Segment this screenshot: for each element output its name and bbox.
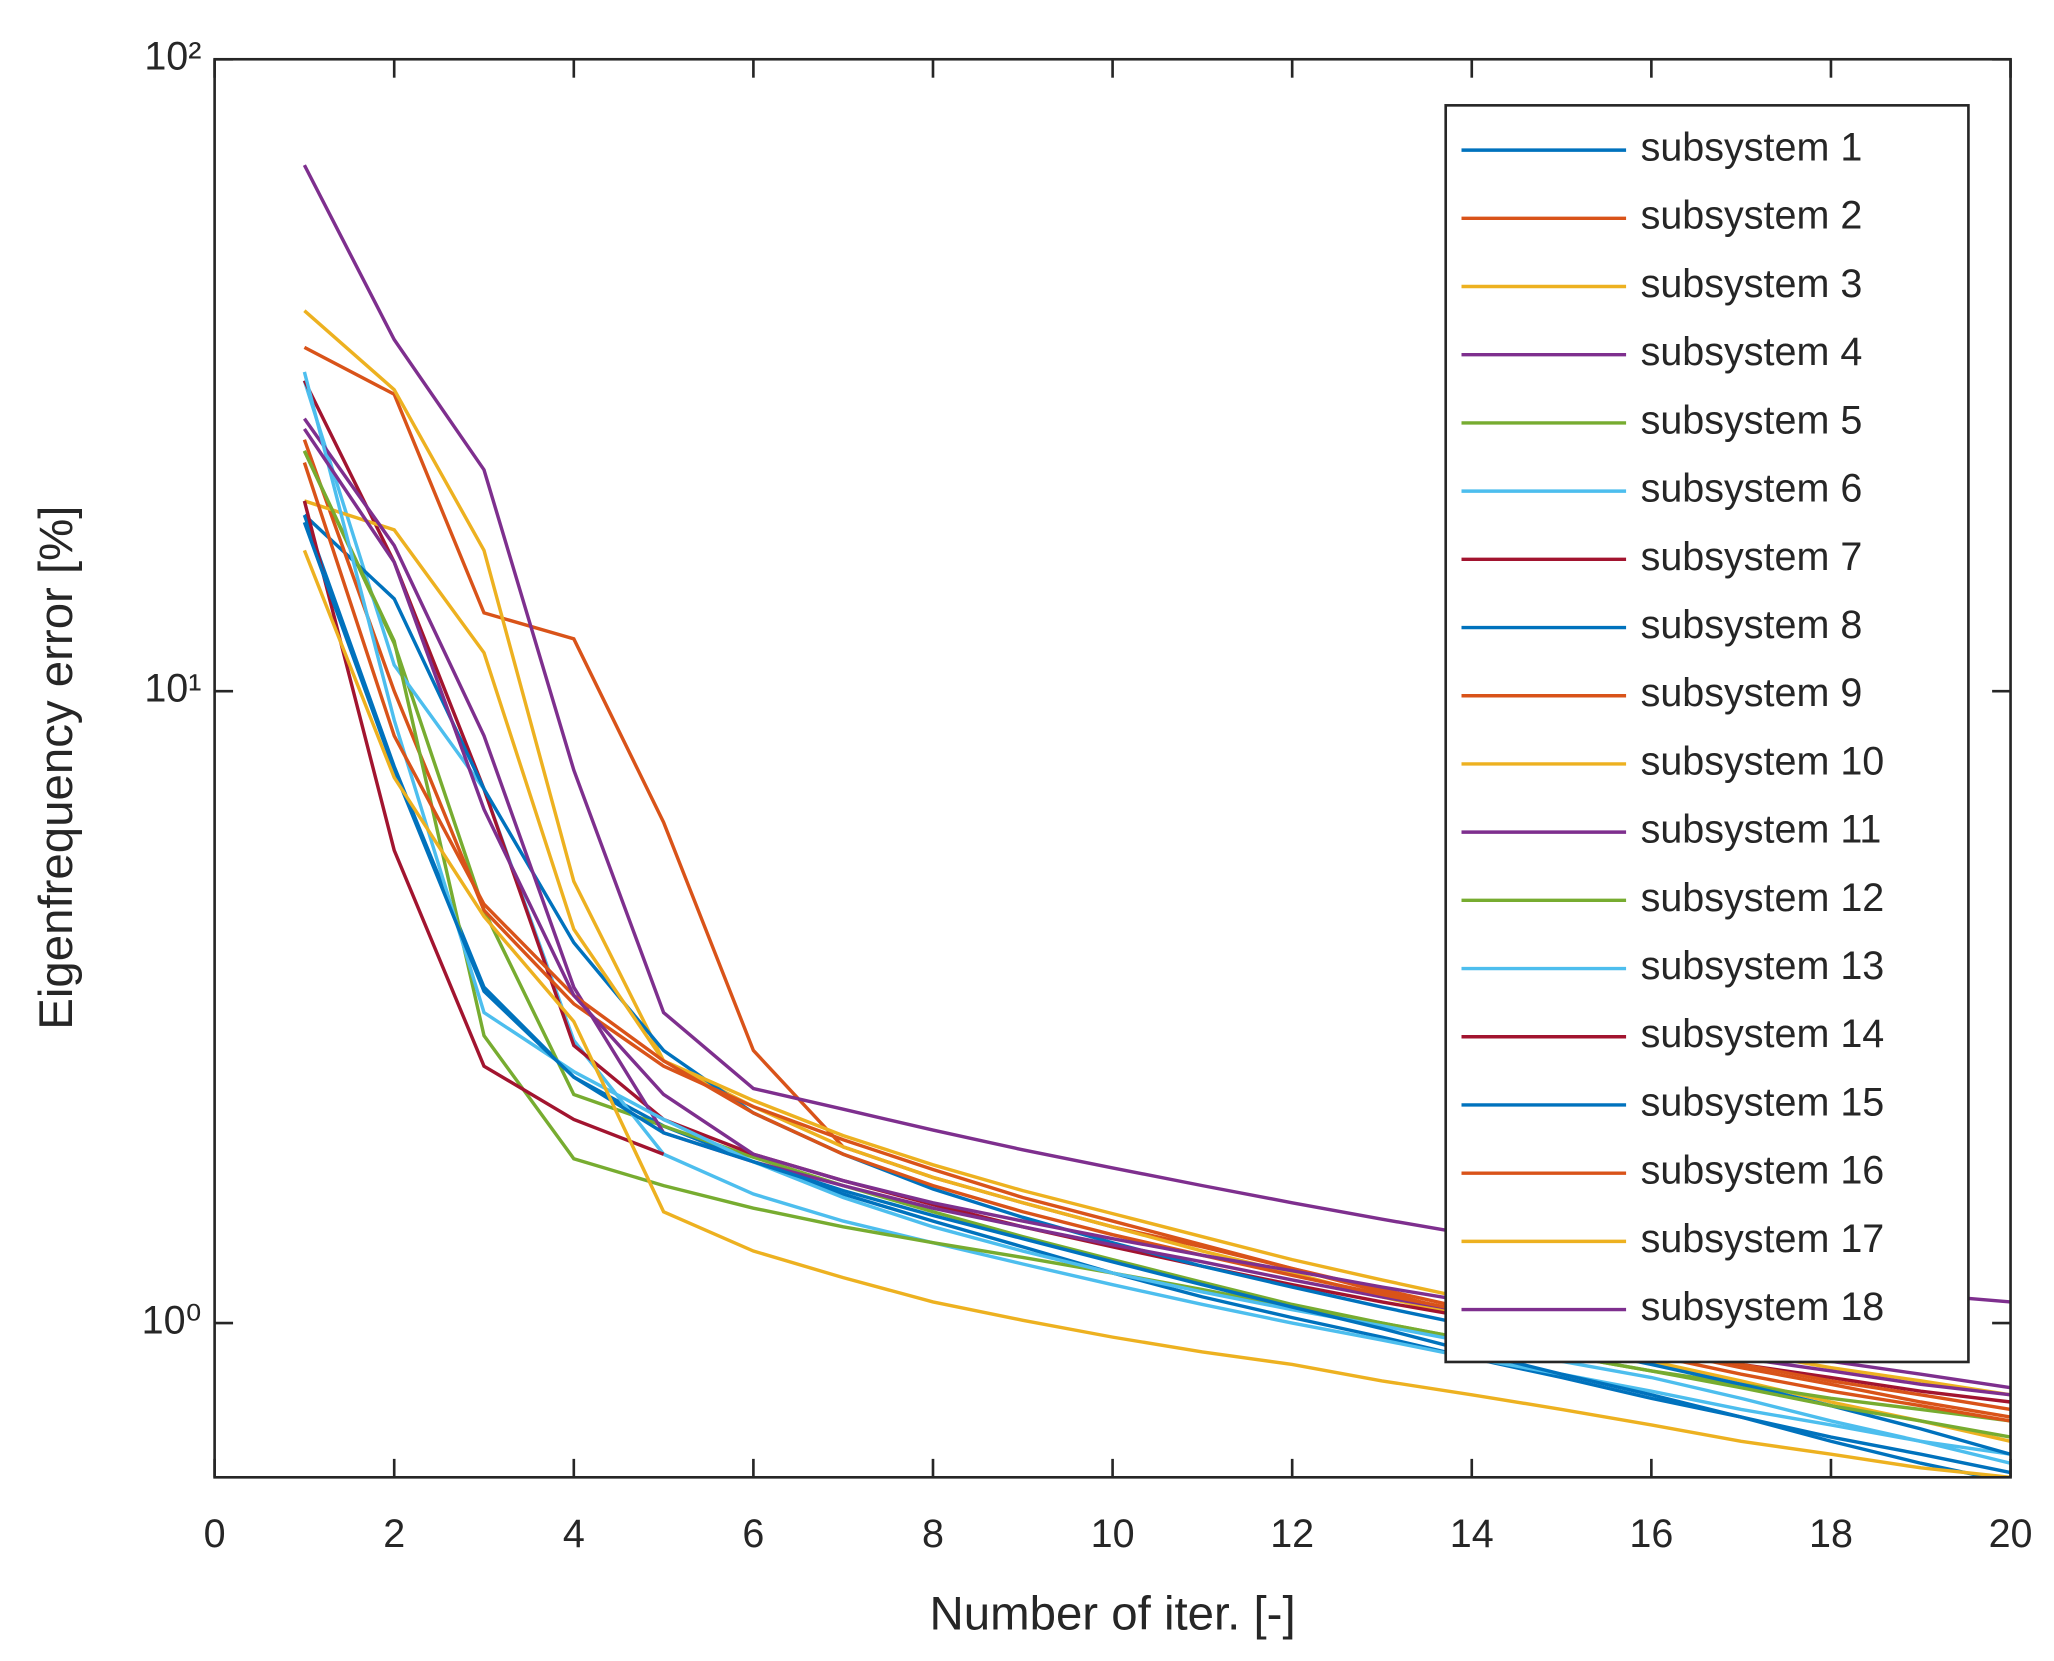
x-tick-label: 10 (1091, 1512, 1135, 1556)
legend-label: subsystem 9 (1641, 671, 1863, 715)
legend-label: subsystem 10 (1641, 739, 1885, 783)
legend-label: subsystem 18 (1641, 1285, 1885, 1329)
series-line (302, 521, 1996, 1478)
x-tick-label: 18 (1809, 1512, 1853, 1556)
x-tick-label: 6 (742, 1512, 764, 1556)
legend-label: subsystem 4 (1641, 330, 1863, 374)
x-tick-label: 2 (383, 1512, 405, 1556)
legend-label: subsystem 8 (1641, 603, 1863, 647)
x-tick-label: 14 (1450, 1512, 1494, 1556)
legend-label: subsystem 3 (1641, 262, 1863, 306)
x-tick-label: 20 (1989, 1512, 2033, 1556)
legend-label: subsystem 14 (1641, 1012, 1885, 1056)
legend-label: subsystem 6 (1641, 467, 1863, 511)
series-line (302, 500, 665, 1156)
legend-label: subsystem 16 (1641, 1149, 1885, 1193)
series-line (303, 345, 2011, 1419)
legend-label: subsystem 15 (1641, 1080, 1885, 1124)
x-tick-label: 8 (922, 1512, 944, 1556)
legend-label: subsystem 13 (1641, 944, 1885, 988)
legend-label: subsystem 1 (1641, 126, 1863, 170)
x-axis-label: Number of iter. [-] (930, 1587, 1296, 1640)
series-line (302, 549, 2011, 1478)
legend-label: subsystem 7 (1641, 535, 1863, 579)
legend-label: subsystem 12 (1641, 876, 1885, 920)
x-tick-label: 12 (1270, 1512, 1314, 1556)
y-tick-label: 10⁰ (142, 1298, 202, 1342)
series-line (302, 371, 2011, 1465)
legend: subsystem 1 subsystem 2 subsystem 3 subsyst… (1444, 104, 1970, 1364)
y-tick-label: 10² (144, 35, 201, 79)
x-tick-label: 16 (1629, 1512, 1673, 1556)
y-tick-label: 10¹ (144, 667, 201, 711)
series-line (303, 309, 2011, 1443)
legend-label: subsystem 17 (1641, 1217, 1885, 1261)
axes: 0 2 4 6 8 10 12 14 16 18 20 10⁰ 10¹ 10² (142, 35, 2033, 1556)
x-tick-label: 4 (563, 1512, 585, 1556)
y-axis-label: Eigenfrequency error [%] (30, 506, 83, 1030)
legend-box (1444, 104, 1970, 1364)
legend-label: subsystem 2 (1641, 194, 1863, 238)
legend-label: subsystem 5 (1641, 398, 1863, 442)
x-tick-label: 0 (204, 1512, 226, 1556)
legend-label: subsystem 11 (1641, 808, 1882, 852)
